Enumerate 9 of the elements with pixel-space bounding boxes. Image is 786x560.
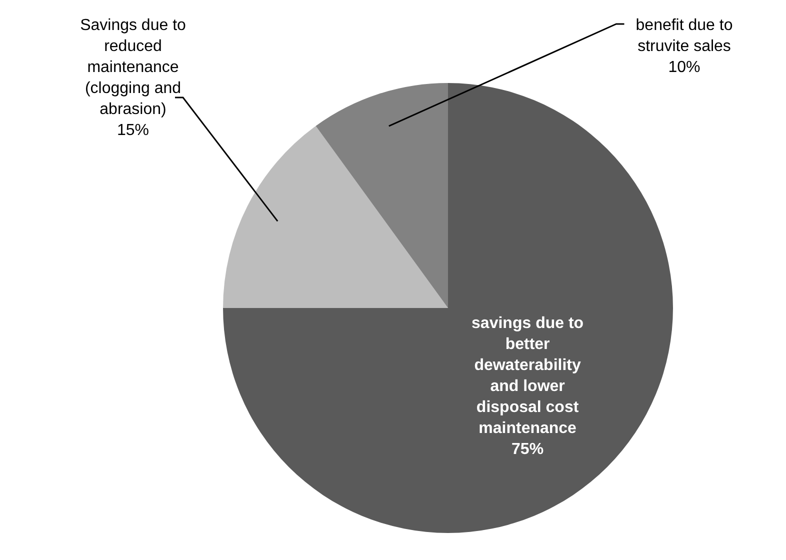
- slice-label: savings due to better dewaterability and lower disposal cost maintenance: [472, 315, 584, 438]
- data-label: 75%: [512, 441, 544, 458]
- pie-slice: [223, 83, 673, 533]
- data-label: 10%: [668, 59, 700, 76]
- slice-label: benefit due to struvite sales: [636, 17, 733, 55]
- slice-label: Savings due to reduced maintenance (clogging and abrasion): [80, 17, 186, 118]
- pie-slice: [316, 83, 448, 308]
- pie-slice: [223, 126, 448, 308]
- data-label: 15%: [116, 122, 150, 139]
